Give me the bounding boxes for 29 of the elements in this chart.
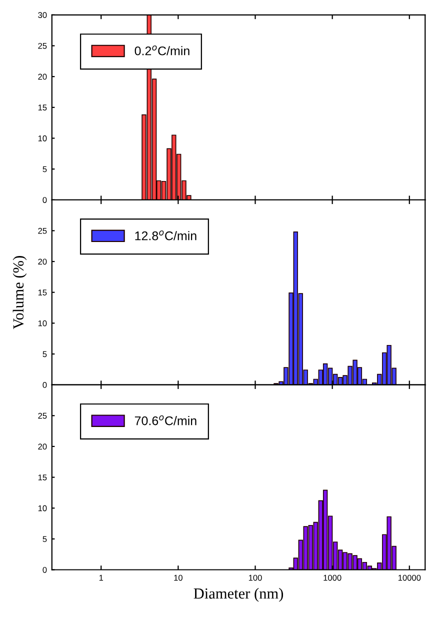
y-tick-label: 0	[42, 566, 47, 573]
y-tick-label: 0	[42, 197, 47, 203]
y-tick-label: 30	[38, 12, 47, 18]
x-axis-title: Diameter (nm)	[194, 588, 284, 602]
y-tick-label: 25	[38, 412, 47, 419]
legend-label: 12.8$^{o}$C/min	[135, 230, 196, 240]
y-tick-label: 25	[38, 228, 47, 234]
y-tick-label: 5	[42, 351, 47, 358]
y-tick-label: 5	[42, 536, 47, 542]
y-tick-label: 15	[38, 290, 47, 296]
y-tick-label: 10	[38, 135, 47, 142]
x-tick-label: 100	[248, 574, 262, 581]
y-tick-label: 10	[38, 320, 47, 326]
y-tick-label: 15	[38, 104, 47, 110]
x-tick-label: 10	[174, 574, 182, 581]
y-tick-label: 20	[38, 74, 47, 80]
y-axis-title: Volume (%)	[12, 256, 27, 330]
y-tick-label: 20	[38, 444, 47, 450]
x-tick-label: 1000	[324, 574, 342, 581]
y-tick-label: 0	[42, 382, 47, 388]
legend-label: 0.2$^{o}$C/min	[134, 46, 190, 56]
x-tick-label: 10000	[398, 574, 421, 581]
y-tick-label: 10	[38, 505, 47, 512]
y-tick-label: 25	[38, 42, 47, 49]
y-tick-label: 5	[42, 166, 47, 172]
x-tick-label: 1	[99, 574, 104, 581]
legend-label: 70.6$^{o}$C/min	[134, 415, 196, 426]
y-tick-label: 20	[38, 258, 47, 265]
y-tick-label: 15	[38, 474, 47, 480]
